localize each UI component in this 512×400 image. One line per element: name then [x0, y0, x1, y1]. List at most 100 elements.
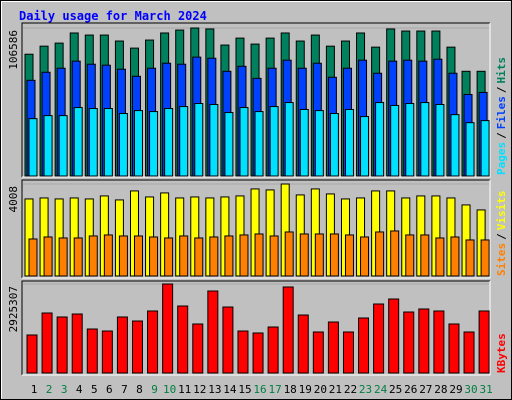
bar	[194, 103, 204, 177]
bar	[103, 234, 113, 277]
legend-entry: KBytes	[495, 333, 508, 373]
x-tick-label: 7	[121, 383, 128, 396]
bar	[269, 106, 279, 177]
bar	[28, 238, 38, 277]
bar	[149, 111, 159, 177]
bar	[327, 321, 339, 374]
bar	[433, 310, 445, 374]
bar	[360, 236, 370, 277]
y-tick-label: 4008	[7, 186, 20, 213]
bar	[73, 237, 83, 277]
bar	[103, 108, 113, 177]
bar	[71, 313, 83, 374]
y-tick-label: 2925307	[7, 286, 20, 332]
legend-separator: /	[495, 132, 508, 139]
bar	[179, 235, 189, 277]
bar	[269, 235, 279, 277]
x-tick-label: 22	[344, 383, 357, 396]
bar	[375, 102, 385, 177]
plot-border-light	[22, 281, 491, 376]
legend: Pages / Files / Hits	[495, 57, 508, 175]
bar	[329, 233, 339, 277]
bar	[179, 106, 189, 177]
bar	[162, 283, 174, 374]
legend-entry: Pages	[495, 142, 508, 175]
bar	[164, 237, 174, 277]
x-tick-label: 9	[151, 383, 158, 396]
bar	[360, 116, 370, 177]
bar	[329, 113, 339, 177]
x-tick-label: 12	[193, 383, 206, 396]
bar	[450, 114, 460, 177]
bar	[314, 110, 324, 177]
bar	[133, 110, 143, 177]
x-tick-label: 6	[106, 383, 113, 396]
x-tick-label: 17	[268, 383, 281, 396]
bar	[405, 103, 415, 177]
legend: KBytes	[495, 333, 508, 373]
y-tick-label: 106586	[7, 30, 20, 70]
bar	[284, 102, 294, 177]
bar	[314, 233, 324, 277]
bar	[465, 122, 475, 177]
chart-title: Daily usage for March 2024	[19, 9, 207, 23]
bar	[375, 231, 385, 277]
bar	[299, 108, 309, 177]
x-tick-label: 8	[136, 383, 143, 396]
bar	[58, 115, 68, 177]
bar	[405, 234, 415, 277]
bar	[344, 108, 354, 177]
bar	[222, 306, 234, 374]
x-tick-label: 11	[178, 383, 191, 396]
x-tick-label: 30	[464, 383, 477, 396]
bar	[297, 314, 309, 374]
bar	[254, 233, 264, 277]
bar	[101, 330, 113, 374]
bar	[43, 115, 53, 177]
x-tick-label: 28	[434, 383, 447, 396]
bar	[403, 311, 415, 374]
legend: Sites / Visits	[495, 191, 508, 277]
plot-border-light	[22, 23, 491, 178]
bar	[133, 235, 143, 277]
x-tick-label: 23	[359, 383, 372, 396]
bar	[344, 234, 354, 277]
x-tick-label: 26	[404, 383, 417, 396]
bar	[207, 290, 219, 374]
bar	[224, 235, 234, 277]
bar	[390, 230, 400, 277]
bar	[58, 237, 68, 277]
bar	[116, 316, 128, 374]
bar	[420, 234, 430, 277]
bar	[209, 236, 219, 277]
bar	[358, 317, 370, 374]
x-tick-label: 4	[76, 383, 83, 396]
bar	[194, 237, 204, 277]
x-tick-label: 25	[389, 383, 402, 396]
x-tick-label: 27	[419, 383, 432, 396]
bar	[480, 239, 490, 277]
bar	[390, 104, 400, 177]
bar	[147, 310, 159, 374]
bar	[342, 331, 354, 374]
bar	[164, 108, 174, 177]
legend-separator: /	[495, 233, 508, 240]
bar	[448, 323, 460, 374]
x-tick-label: 16	[253, 383, 266, 396]
plot-border-light	[22, 180, 491, 279]
plot-border-dark	[21, 179, 490, 278]
legend-entry: Hits	[495, 57, 508, 84]
x-tick-label: 1	[31, 383, 38, 396]
x-tick-label: 10	[163, 383, 176, 396]
bar	[282, 286, 294, 374]
bar	[252, 332, 264, 374]
bar	[88, 235, 98, 277]
x-tick-label: 2	[46, 383, 53, 396]
bar	[237, 330, 249, 374]
bar	[312, 331, 324, 374]
bar	[26, 334, 38, 374]
bar	[192, 323, 204, 374]
bar	[149, 236, 159, 277]
bar	[435, 237, 445, 277]
